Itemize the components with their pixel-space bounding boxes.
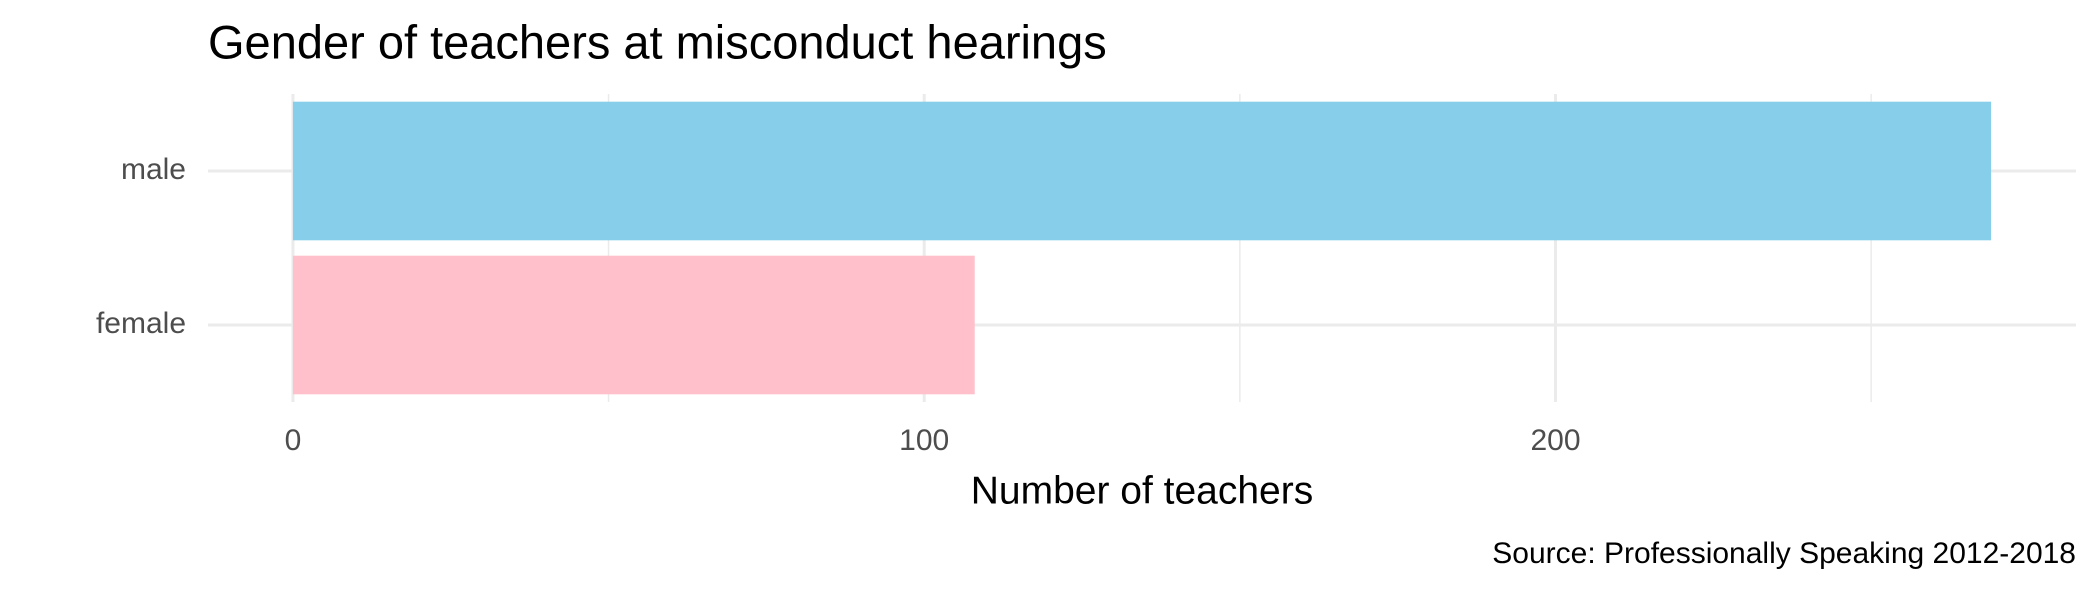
y-tick-label: male <box>121 153 186 186</box>
chart-title: Gender of teachers at misconduct hearing… <box>208 15 1107 68</box>
x-tick-label: 0 <box>285 424 302 457</box>
bar <box>292 101 1992 241</box>
caption: Source: Professionally Speaking 2012-201… <box>1492 537 2076 570</box>
bar <box>292 255 975 395</box>
x-axis-title: Number of teachers <box>971 469 1314 512</box>
x-tick-label: 200 <box>1530 424 1580 457</box>
x-tick-label: 100 <box>899 424 949 457</box>
y-tick-label: female <box>96 307 186 340</box>
